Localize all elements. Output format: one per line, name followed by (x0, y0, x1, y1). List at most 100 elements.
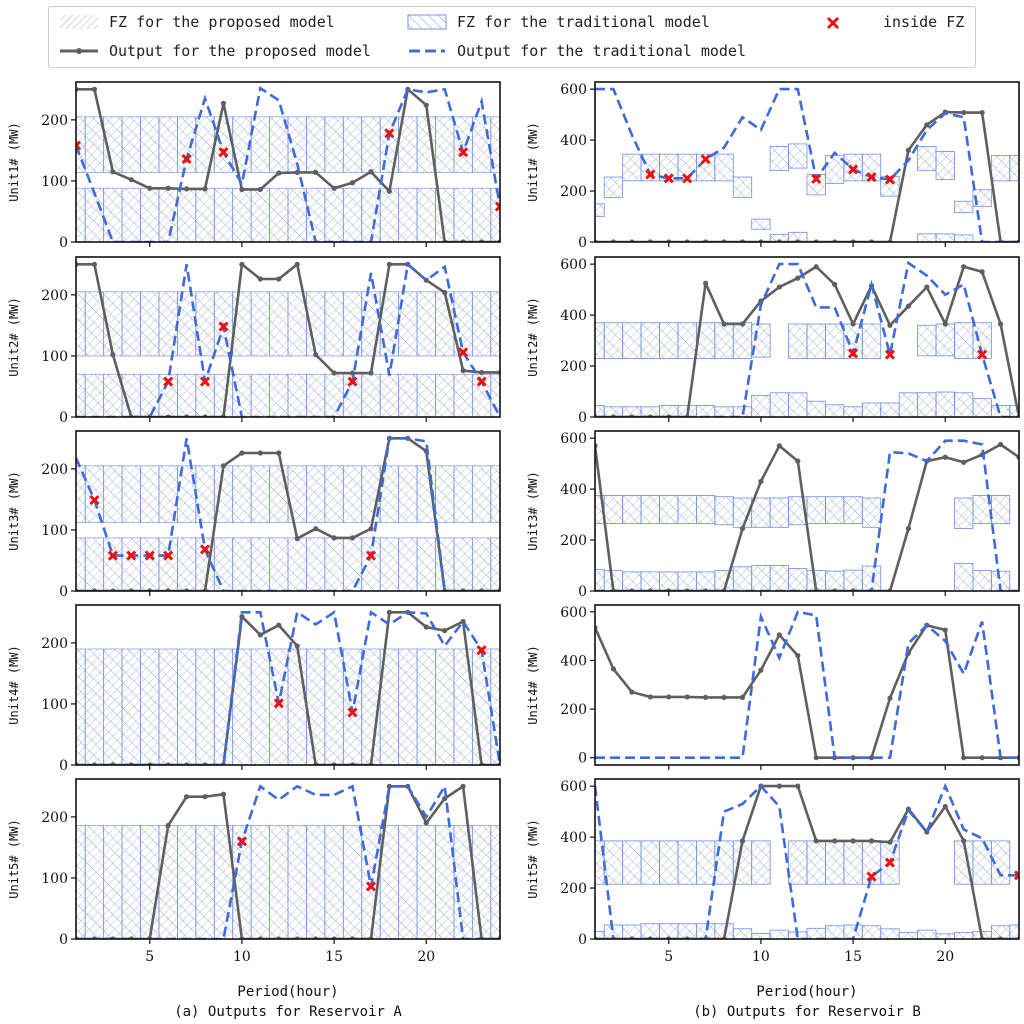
fz-traditional-box (232, 648, 252, 765)
inside-fz-marker (848, 348, 859, 359)
proposed-point (1016, 454, 1019, 460)
proposed-point (368, 526, 374, 532)
proposed-point (405, 86, 411, 92)
fz-traditional-box (361, 648, 381, 765)
fz-traditional-box (269, 825, 289, 939)
fz-traditional-box (103, 825, 123, 939)
proposed-point (331, 936, 337, 939)
fz-traditional-box (176, 825, 197, 939)
fz-traditional-box (76, 116, 86, 173)
fz-traditional-box (880, 175, 900, 197)
fz-traditional-box (324, 187, 344, 242)
fz-traditional-box (361, 187, 381, 242)
fz-proposed-box (825, 571, 844, 591)
fz-proposed-box (1009, 405, 1019, 417)
fz-proposed-box (899, 932, 918, 939)
fz-traditional-box (861, 840, 882, 885)
fz-traditional-box (76, 465, 86, 524)
fz-traditional-box (103, 537, 123, 591)
y-axis-label: Unit3# (MW) (7, 471, 21, 550)
fz-traditional-box (287, 825, 307, 939)
fz-proposed-box (677, 495, 697, 524)
proposed-point (184, 588, 190, 591)
axes-frame (75, 604, 501, 766)
fz-traditional-box (677, 840, 697, 885)
axes-frame (594, 256, 1020, 418)
proposed-point (313, 762, 319, 765)
fz-traditional-box (213, 648, 234, 765)
fz-traditional-box (935, 233, 955, 242)
proposed-point (313, 352, 319, 358)
fz-traditional-box (435, 537, 455, 591)
fz-traditional-box (361, 116, 381, 173)
fz-traditional-box (640, 322, 660, 359)
fz-traditional-box (269, 648, 289, 765)
fz-traditional-box (250, 116, 270, 173)
fz-traditional-box (306, 825, 326, 939)
proposed-point (595, 239, 598, 242)
proposed-point (684, 936, 690, 939)
proposed-point (91, 588, 98, 591)
proposed-point (165, 762, 171, 765)
inside-fz-marker (347, 376, 358, 387)
proposed-point (220, 414, 227, 417)
fz-traditional-box (843, 406, 863, 417)
proposed-point (76, 86, 79, 92)
proposed-point (924, 829, 930, 835)
fz-traditional-box (935, 933, 955, 939)
fz-proposed-box (751, 565, 771, 591)
fz-traditional-box (695, 571, 716, 591)
fz-proposed-box (825, 840, 844, 885)
panel-a-unit4: 0 100 200 Unit4# (MW) (7, 604, 501, 774)
fz-traditional-box (490, 116, 500, 173)
proposed-point (478, 762, 485, 765)
axes-frame (594, 778, 1020, 940)
proposed-point (276, 936, 282, 939)
fz-traditional-box (640, 406, 660, 417)
fz-proposed-box (770, 930, 789, 939)
proposed-point (776, 239, 782, 242)
fz-proposed-box (788, 568, 807, 591)
fz-traditional-box (861, 153, 882, 182)
fz-proposed-box (641, 840, 660, 885)
y-axis-label: Unit5# (MW) (526, 819, 540, 898)
x-tick-label: 10 (233, 949, 251, 965)
fz-proposed-box (972, 931, 992, 939)
fz-proposed-box (862, 324, 881, 359)
proposed-point (868, 838, 875, 844)
y-tick-label: 0 (59, 235, 68, 251)
proposed-point (942, 803, 948, 810)
proposed-point (442, 628, 448, 634)
proposed-point (76, 762, 79, 765)
fz-proposed-box (604, 322, 623, 359)
proposed-point (758, 783, 764, 789)
fz-proposed-box (954, 498, 973, 529)
fz-proposed-box (696, 322, 715, 359)
fz-traditional-box (788, 323, 808, 359)
proposed-point (1016, 755, 1019, 761)
fz-traditional-box (595, 203, 605, 217)
inside-fz-marker (163, 550, 174, 561)
proposed-point (850, 755, 856, 761)
fz-traditional-box (250, 373, 270, 417)
fz-proposed-box (954, 201, 973, 213)
panel-b-unit2: 0 200 400 600 Unit2# (MW) (526, 256, 1020, 426)
fz-traditional-box (861, 925, 882, 939)
y-axis-label: Unit1# (MW) (526, 122, 540, 201)
fz-proposed-box (677, 840, 697, 885)
proposed-point (961, 264, 967, 270)
fz-proposed-box (936, 392, 955, 417)
fz-proposed-box (714, 322, 734, 359)
proposed-point (257, 450, 263, 456)
proposed-point (128, 177, 134, 183)
proposed-point (423, 102, 429, 108)
fz-traditional-box (788, 231, 808, 242)
x-axis-label-a: Period(hour) (237, 984, 338, 1000)
fz-traditional-box (806, 927, 826, 939)
fz-traditional-box (825, 840, 845, 885)
panel-a-unit2: 0 100 200 Unit2# (MW) (7, 256, 501, 426)
axes-frame (75, 430, 501, 592)
fz-traditional-box (695, 405, 716, 417)
proposed-point (128, 588, 134, 591)
fz-traditional-box (843, 153, 863, 182)
